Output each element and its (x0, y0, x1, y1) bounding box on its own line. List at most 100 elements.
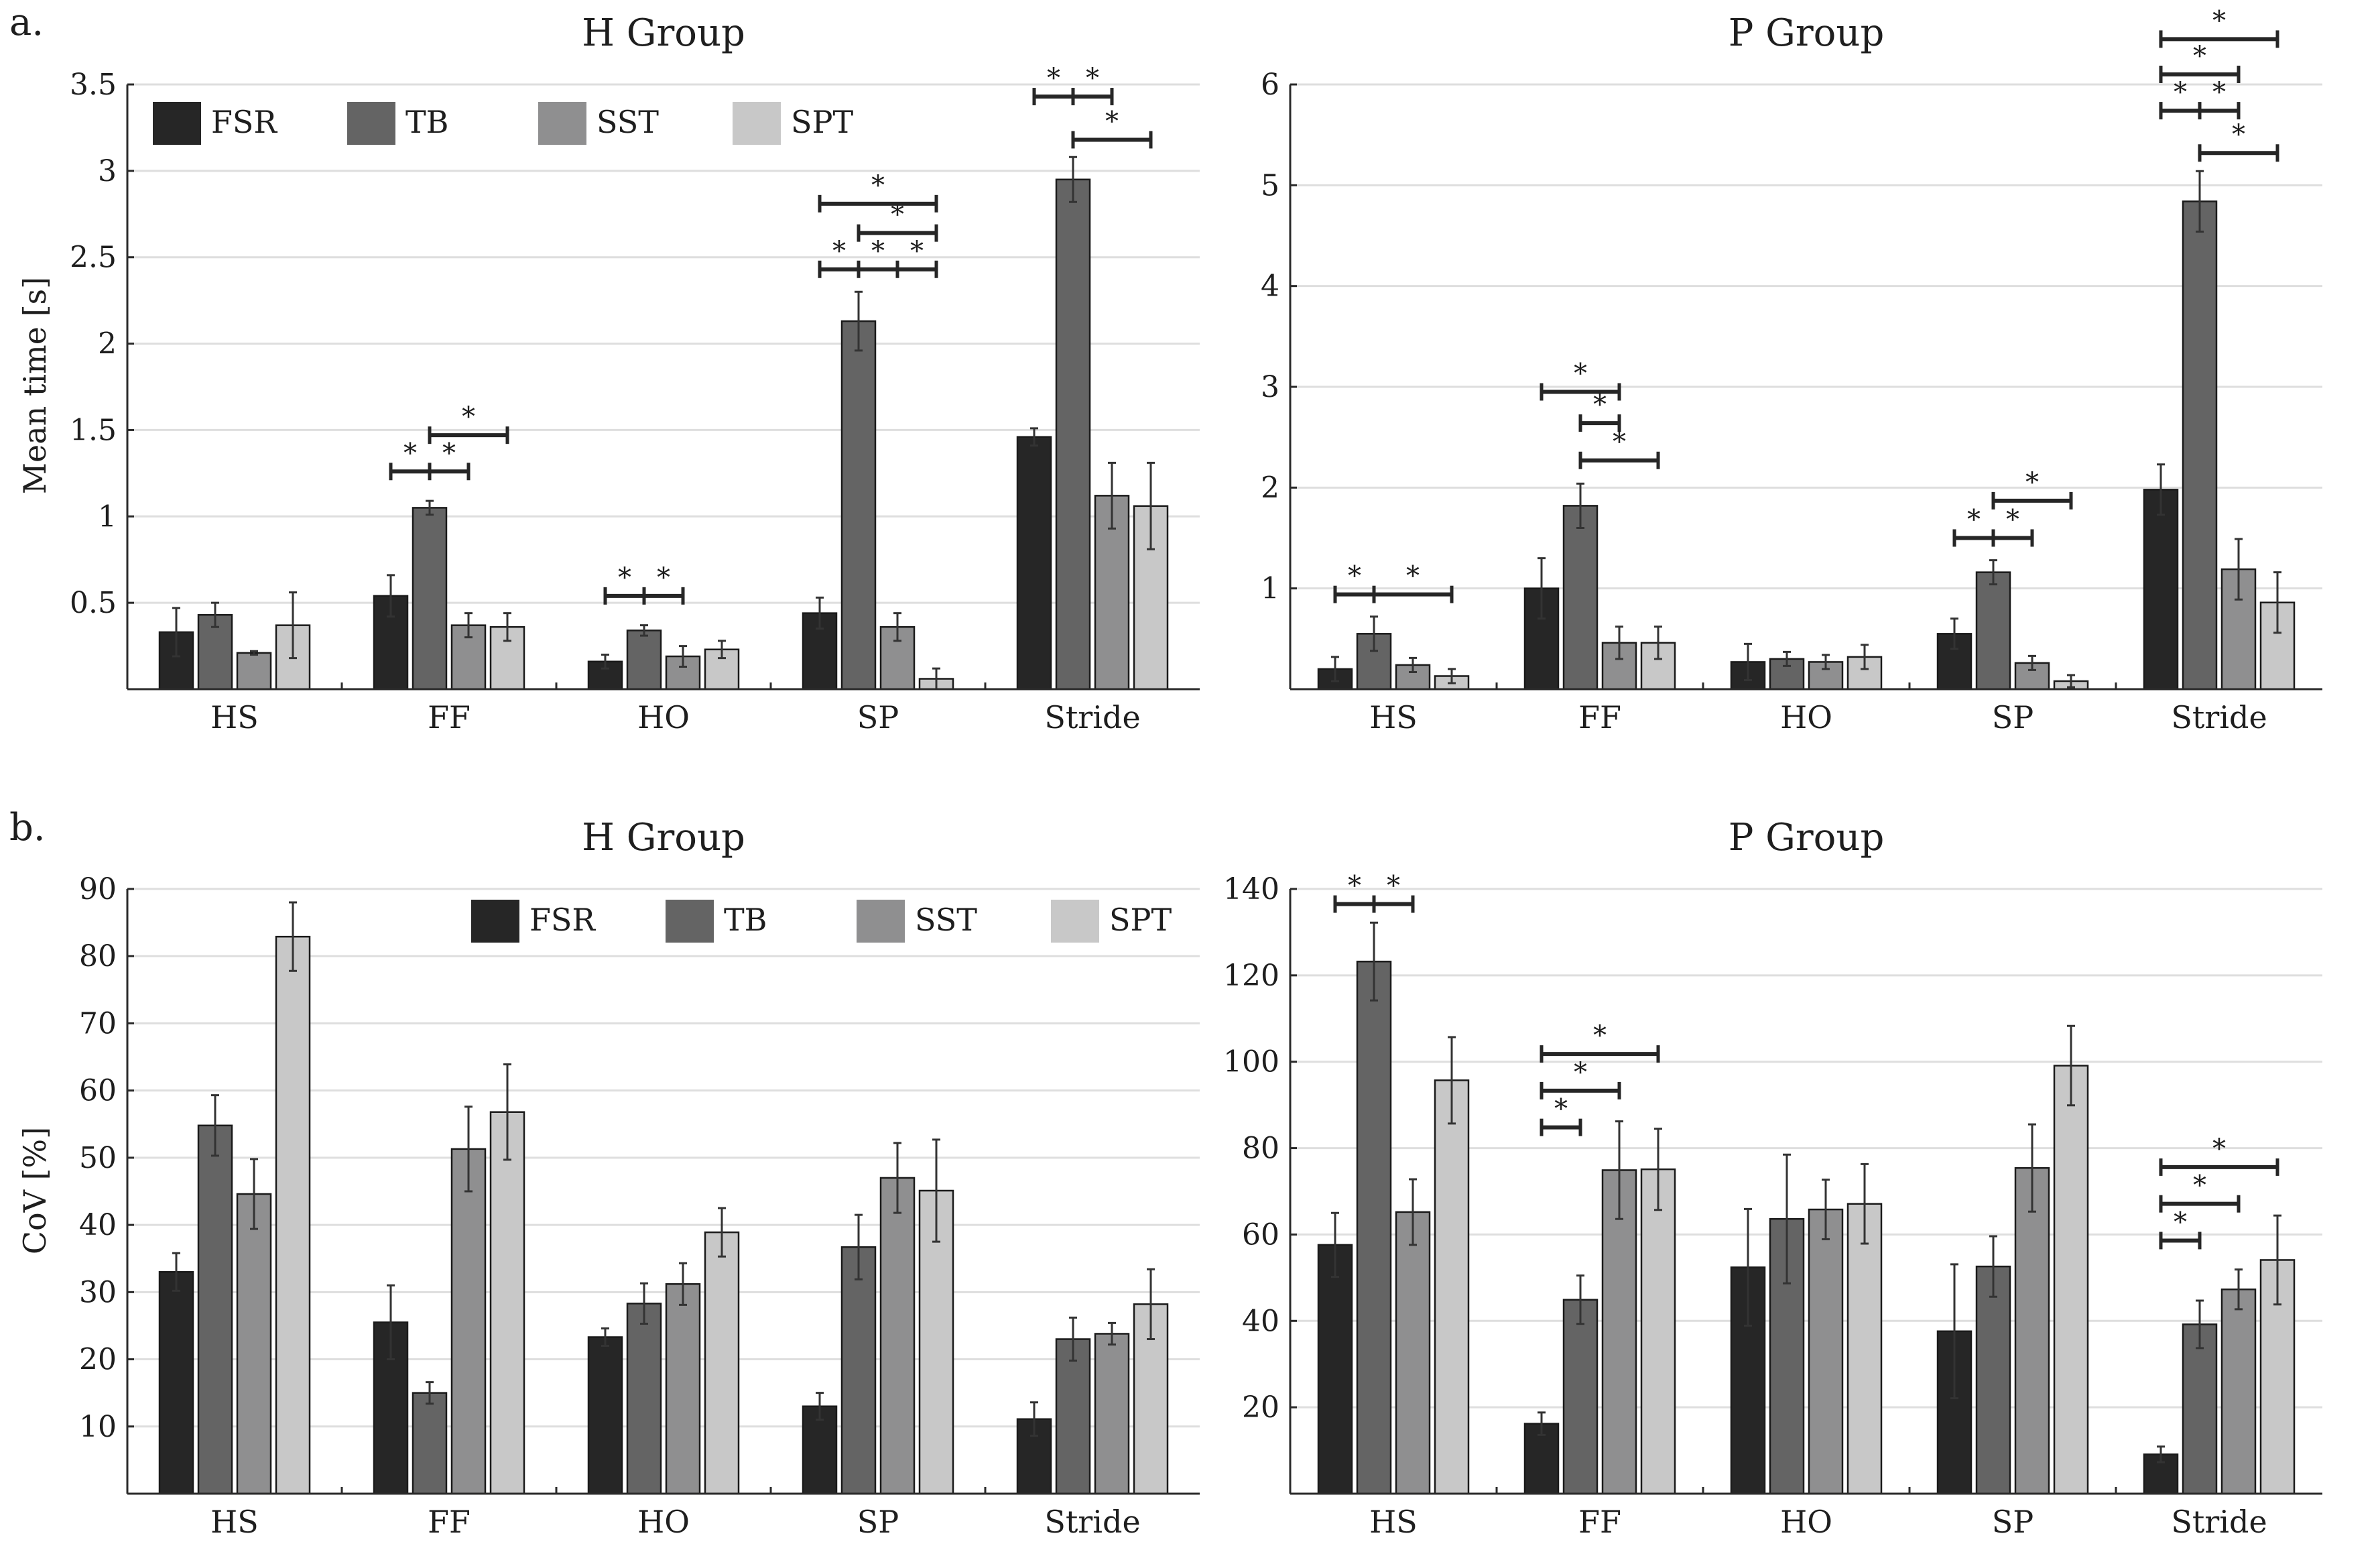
y-tick-label-bottom-p-40: 40 (1242, 1304, 1279, 1338)
bar-bottom-p-hs-tb (1356, 960, 1392, 1495)
legend-top: FSR TB SST SPT (153, 102, 853, 145)
y-tick-label-bottom-h-60: 60 (79, 1074, 117, 1108)
error-bar-bottom-p-hs-fsr (1331, 1211, 1339, 1278)
panel-title-bottom-p: P Group (1729, 816, 1885, 859)
bar-top-h-sp-tb (840, 320, 877, 691)
error-bar-bottom-h-sp-fsr (816, 1392, 824, 1421)
error-bar-top-h-ff-tb (426, 499, 434, 516)
significance-bracket-top-h-4: * (857, 200, 938, 242)
legend-label-tb-top: TB (405, 104, 449, 140)
error-bar-bottom-h-hs-sst (250, 1158, 258, 1230)
panel-bottom-left-h-group: 10 20 30 40 50 60 70 80 90 H Group HS FF HO SP Stride (79, 816, 1200, 1540)
x-tick-label-top-p-hs: HS (1369, 699, 1418, 735)
legend-label-fsr-top: FSR (211, 104, 277, 140)
bar-bottom-h-stride-tb (1055, 1338, 1091, 1495)
bar-bottom-p-ho-sst (1808, 1208, 1844, 1495)
bar-top-h-stride-fsr (1016, 436, 1052, 691)
y-tick-label-bottom-h-30: 30 (79, 1275, 117, 1309)
y-tick-label-bottom-h-50: 50 (79, 1141, 117, 1175)
bar-bottom-p-hs-sst (1395, 1211, 1431, 1495)
panel-title-top-h: H Group (582, 11, 745, 55)
significance-bracket-top-p-5: * (1991, 467, 2073, 510)
bar-bottom-p-ho-spt (1846, 1203, 1883, 1495)
y-tick-label-top-h-2: 2 (98, 327, 117, 361)
bar-top-h-ho-tb (626, 630, 662, 691)
error-bar-top-h-ho-tb (640, 624, 648, 637)
error-bar-top-p-ff-spt (1654, 625, 1662, 660)
significance-star-top-p-8-0: * (2174, 77, 2187, 108)
significance-star-top-h-6-0: * (1047, 63, 1060, 94)
significance-star-top-h-3-2: * (910, 236, 924, 267)
bar-bottom-h-ho-tb (626, 1303, 662, 1495)
significance-star-top-p-8-1: * (2212, 77, 2226, 108)
error-bar-bottom-p-ff-fsr (1538, 1411, 1546, 1436)
bar-bottom-h-sp-fsr (802, 1405, 838, 1495)
legend-label-sst-top: SST (597, 104, 659, 140)
x-tick-label-top-p-ho: HO (1780, 699, 1832, 735)
error-bar-top-p-ff-fsr (1538, 557, 1546, 620)
x-tick-label-bottom-h-ff: FF (428, 1504, 471, 1540)
x-tick-label-top-h-sp: SP (857, 699, 899, 735)
y-tick-label-top-p-2: 2 (1261, 471, 1279, 505)
error-bar-bottom-h-hs-spt (289, 901, 297, 972)
x-tick-label-bottom-p-ff: FF (1578, 1504, 1621, 1540)
significance-bracket-bottom-p-4: * (2159, 1134, 2279, 1176)
significance-star-top-h-5-0: * (871, 170, 885, 201)
error-bar-top-h-sp-tb (855, 290, 863, 352)
y-tick-label-top-p-1: 1 (1261, 572, 1279, 606)
significance-bracket-top-p-9: * (2198, 119, 2279, 162)
bar-bottom-h-ff-tb (412, 1392, 448, 1495)
error-bar-bottom-p-ff-spt (1654, 1128, 1662, 1211)
bar-bottom-p-stride-sst (2220, 1289, 2257, 1495)
bar-bottom-h-sp-sst (879, 1177, 916, 1495)
bar-bottom-h-ff-sst (450, 1148, 487, 1495)
error-bar-bottom-h-ho-tb (640, 1282, 648, 1325)
significance-star-bottom-p-6-0: * (2174, 1207, 2187, 1238)
significance-bracket-top-h-3: * * * (818, 236, 938, 278)
error-bar-bottom-p-ho-fsr (1744, 1207, 1752, 1327)
significance-star-top-h-0-0: * (403, 438, 417, 469)
error-bar-bottom-p-sp-fsr (1950, 1263, 1958, 1400)
error-bar-bottom-p-sp-spt (2067, 1024, 2075, 1107)
y-tick-label-top-p-6: 6 (1261, 68, 1279, 102)
significance-bracket-top-p-6: * (2159, 5, 2279, 48)
error-bar-top-p-sp-tb (1989, 559, 1997, 586)
error-bar-top-h-stride-sst (1108, 461, 1116, 530)
significance-star-bottom-p-1-0: * (1593, 1020, 1607, 1051)
x-tick-label-bottom-h-stride: Stride (1044, 1504, 1140, 1540)
bar-top-p-ff-tb (1562, 505, 1599, 691)
error-bar-top-p-stride-spt (2273, 571, 2281, 634)
y-axis-label-top: Mean time [s] (17, 277, 53, 494)
error-bar-top-h-hs-sst (250, 650, 258, 656)
bar-top-p-hs-tb (1356, 633, 1392, 691)
x-tick-label-top-h-ff: FF (428, 699, 471, 735)
legend-swatch-tb-top (347, 102, 395, 145)
bar-bottom-p-ff-spt (1640, 1168, 1676, 1495)
error-bar-top-h-hs-fsr (172, 607, 180, 658)
significance-bracket-top-h-7: * (1071, 106, 1153, 149)
error-bar-top-h-ff-sst (464, 612, 473, 639)
y-tick-label-bottom-p-140: 140 (1223, 872, 1279, 906)
error-bar-top-p-ho-fsr (1744, 642, 1752, 681)
bar-top-h-stride-tb (1055, 178, 1091, 691)
y-tick-label-top-h-3-5: 3.5 (70, 68, 117, 102)
error-bar-bottom-p-stride-fsr (2157, 1445, 2165, 1464)
x-tick-label-top-h-stride: Stride (1044, 699, 1140, 735)
significance-bracket-top-h-0: * * (389, 438, 471, 481)
y-tick-label-bottom-h-20: 20 (79, 1343, 117, 1377)
bar-bottom-p-sp-sst (2014, 1167, 2050, 1495)
y-tick-label-top-p-5: 5 (1261, 168, 1279, 202)
panel-title-bottom-h: H Group (582, 816, 745, 859)
error-bar-bottom-p-stride-sst (2235, 1268, 2243, 1311)
significance-bracket-bottom-p-3: * (1540, 1094, 1582, 1136)
error-bar-bottom-p-ho-sst (1822, 1179, 1830, 1241)
error-bar-top-h-hs-tb (211, 601, 219, 628)
error-bar-bottom-h-sp-spt (932, 1138, 940, 1243)
error-bar-bottom-h-stride-tb (1069, 1316, 1077, 1362)
error-bar-top-p-ff-tb (1576, 482, 1584, 529)
y-tick-label-top-h-1: 1 (98, 499, 117, 534)
error-bar-top-p-stride-sst (2235, 538, 2243, 601)
significance-star-top-h-3-1: * (871, 236, 885, 267)
y-tick-label-bottom-p-80: 80 (1242, 1132, 1279, 1166)
error-bar-bottom-h-ff-spt (503, 1063, 511, 1161)
